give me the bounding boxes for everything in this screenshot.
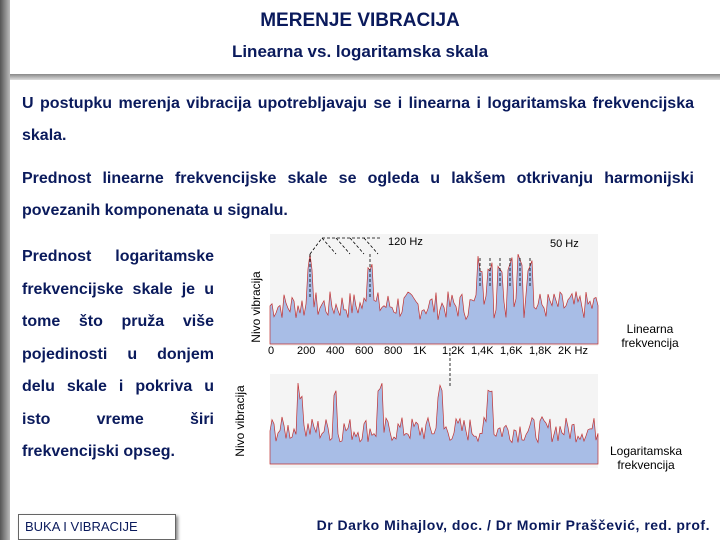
annotation: 120 Hz [388,236,423,248]
x-tick-label: 200 [297,345,316,357]
x-tick-label: 0 [268,345,275,357]
subtitle: Linearna vs. logaritamska skala [231,42,489,61]
footer-left: BUKA I VIBRACIJE [18,514,176,540]
x-tick-label: 2K Hz [558,345,588,357]
spectrum [269,253,599,345]
harmonic-markers [309,237,531,388]
spectrum [269,382,599,465]
figure [269,234,599,468]
caption: Logaritamska frekvencija [609,444,683,472]
x-tick-label: 1K [413,345,427,357]
paragraph: Prednost logaritamske frekvencijske skal… [22,248,214,460]
paragraph: U postupku merenja vibracija upotrebljav… [22,95,694,144]
x-tick-label: 1,8K [529,345,552,357]
x-tick-label: 600 [355,345,374,357]
x-tick-label: 1,4K [471,345,494,357]
x-tick-label: 1,6K [500,345,523,357]
x-tick-label: 1,2K [442,345,465,357]
footer-right: Dr Darko Mihajlov, doc. / Dr Momir Prašč… [316,517,710,533]
title: MERENJE VIBRACIJA [260,10,460,31]
y-axis-label: Nivo vibracija [233,385,247,457]
divider [10,74,720,80]
paragraph: Prednost linearne frekvencijske skale se… [22,170,694,219]
annotation: 50 Hz [550,238,579,250]
y-axis-label: Nivo vibracija [249,271,263,343]
side-bar [0,0,10,540]
x-tick-label: 800 [384,345,403,357]
x-tick-label: 400 [326,345,345,357]
caption: Linearna frekvencija [621,322,679,350]
